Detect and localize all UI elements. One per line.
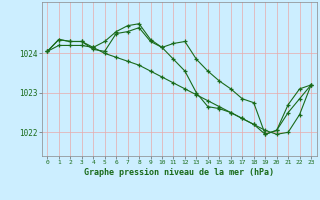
X-axis label: Graphe pression niveau de la mer (hPa): Graphe pression niveau de la mer (hPa) xyxy=(84,168,274,177)
